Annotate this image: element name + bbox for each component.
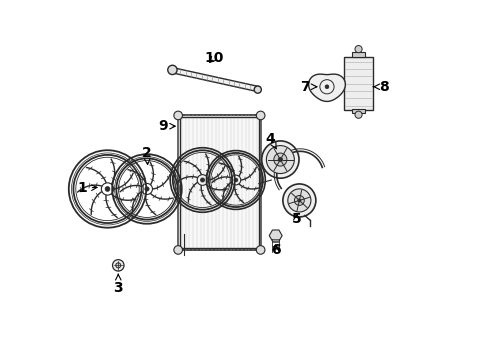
Circle shape	[273, 153, 286, 166]
Text: 3: 3	[113, 274, 123, 294]
Circle shape	[112, 260, 124, 271]
Text: 2: 2	[142, 146, 151, 165]
Circle shape	[256, 246, 264, 254]
Circle shape	[254, 86, 261, 93]
Polygon shape	[344, 57, 372, 110]
Circle shape	[256, 111, 264, 120]
Circle shape	[354, 111, 362, 118]
Circle shape	[116, 263, 121, 268]
Circle shape	[278, 157, 282, 162]
Polygon shape	[351, 51, 364, 57]
Text: 6: 6	[270, 243, 280, 257]
Text: 5: 5	[291, 212, 301, 226]
Text: 1: 1	[77, 181, 97, 195]
Circle shape	[294, 195, 304, 206]
Polygon shape	[351, 109, 364, 113]
Polygon shape	[178, 116, 260, 250]
Text: 7: 7	[300, 80, 316, 94]
Circle shape	[261, 141, 298, 178]
Circle shape	[174, 246, 182, 254]
Text: 10: 10	[204, 51, 223, 65]
Text: 9: 9	[158, 119, 175, 133]
Circle shape	[266, 145, 294, 174]
Circle shape	[354, 45, 362, 53]
Circle shape	[287, 189, 310, 212]
Polygon shape	[170, 67, 260, 92]
Circle shape	[144, 187, 149, 191]
Circle shape	[297, 199, 301, 202]
Circle shape	[167, 65, 177, 75]
Text: 4: 4	[265, 132, 276, 149]
Circle shape	[200, 178, 204, 182]
Circle shape	[234, 178, 237, 182]
Text: 8: 8	[373, 80, 388, 94]
Polygon shape	[308, 74, 345, 102]
Circle shape	[105, 186, 110, 192]
Circle shape	[174, 111, 182, 120]
Polygon shape	[269, 230, 282, 241]
Circle shape	[325, 85, 328, 89]
Circle shape	[282, 184, 315, 217]
